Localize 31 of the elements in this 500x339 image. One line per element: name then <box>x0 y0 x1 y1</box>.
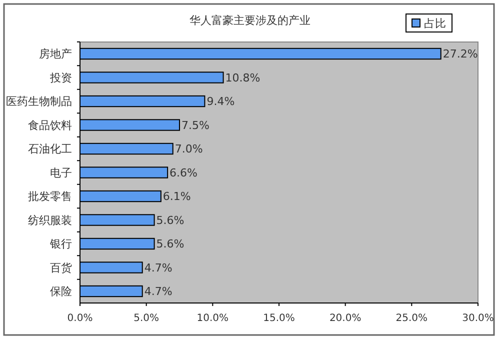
y-tick-label: 投资 <box>49 71 72 84</box>
data-label: 6.6% <box>170 166 198 180</box>
data-label: 5.6% <box>156 238 184 251</box>
x-tick-label: 20.0% <box>329 313 362 324</box>
y-tick-label: 百货 <box>50 261 72 274</box>
data-label: 7.0% <box>174 142 203 156</box>
y-tick-label: 保险 <box>50 285 72 298</box>
data-label: 4.7% <box>144 285 172 298</box>
y-tick-label: 纺织服装 <box>28 214 72 227</box>
data-label: 4.7% <box>144 261 172 274</box>
y-tick-label: 食品饮料 <box>28 118 72 132</box>
y-tick-label: 石油化工 <box>28 142 72 156</box>
x-tick-label: 30.0% <box>462 313 494 324</box>
y-tick-label: 医药生物制品 <box>6 95 72 108</box>
x-tick-label: 15.0% <box>263 313 295 324</box>
chart-title: 华人富豪主要涉及的产业 <box>190 14 310 27</box>
y-tick-label: 银行 <box>49 238 72 251</box>
x-tick-label: 0.0% <box>67 313 93 324</box>
data-label: 7.5% <box>182 118 210 132</box>
data-label: 5.6% <box>156 214 184 227</box>
x-tick-label: 5.0% <box>134 313 160 324</box>
y-tick-label: 房地产 <box>39 48 72 61</box>
x-tick-label: 25.0% <box>396 313 428 324</box>
data-label: 9.4% <box>206 95 235 108</box>
data-label: 27.2% <box>442 48 478 61</box>
x-tick-label: 10.0% <box>196 313 229 324</box>
y-tick-label: 电子 <box>50 166 72 180</box>
legend-label: 占比 <box>424 16 446 30</box>
data-label: 10.8% <box>225 71 260 84</box>
y-tick-label: 批发零售 <box>28 190 72 204</box>
data-label: 6.1% <box>162 190 191 204</box>
